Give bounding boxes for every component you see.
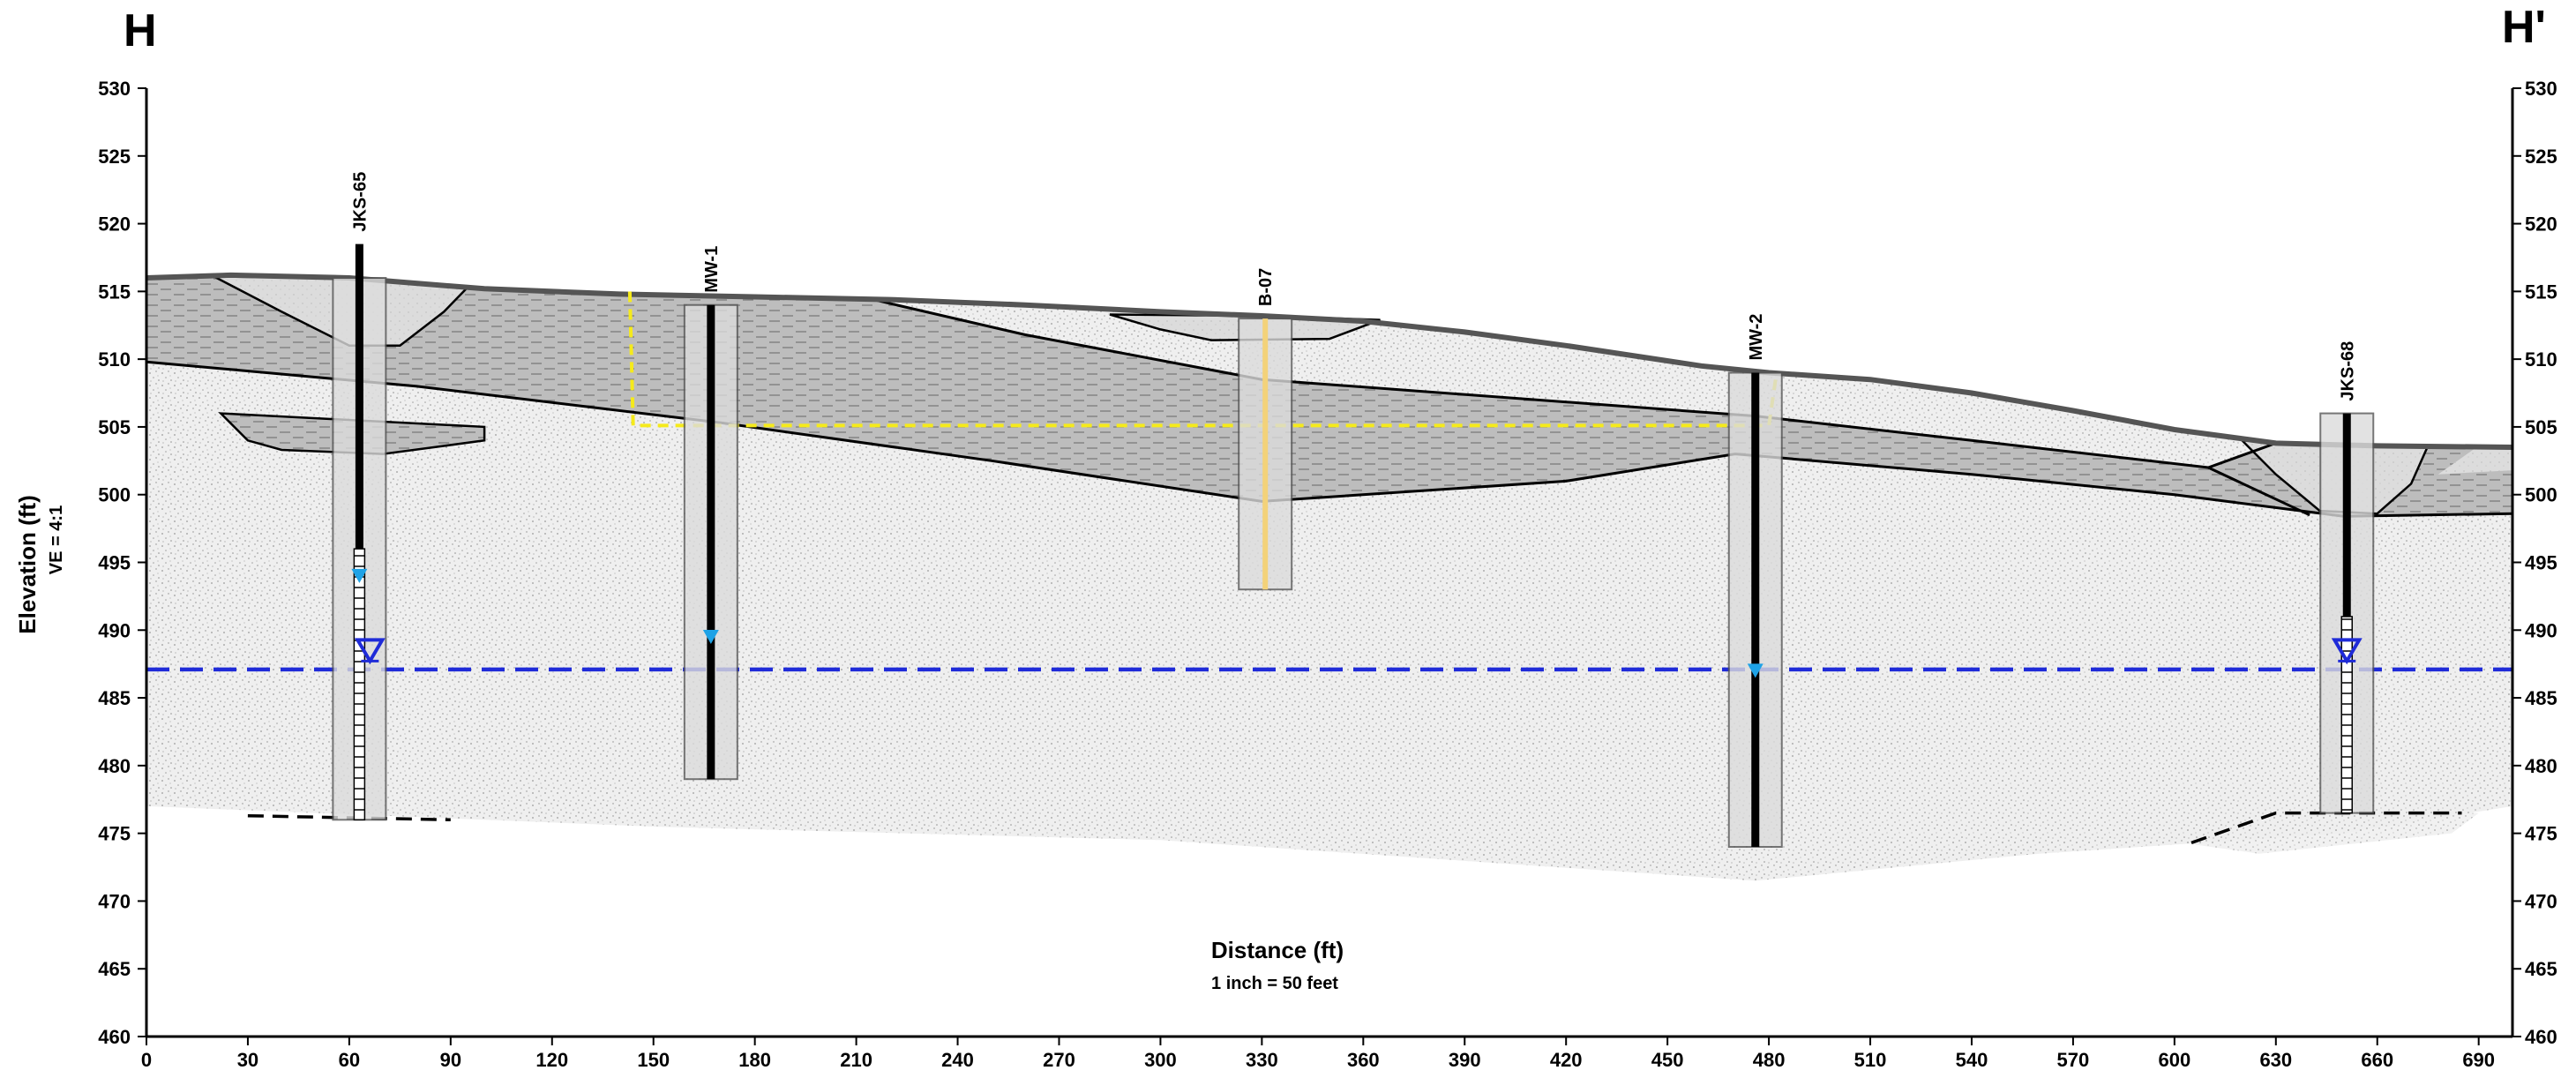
y-tick-label-right: 515	[2525, 281, 2557, 303]
x-tick-label: 90	[440, 1049, 461, 1071]
well-jks-68: JKS-68	[2319, 341, 2375, 814]
well-screen	[2340, 616, 2354, 814]
clay-base-contact	[146, 360, 2513, 518]
water-table-icon	[2331, 638, 2363, 665]
well-label: MW-2	[1747, 314, 1766, 361]
x-tick-label: 450	[1651, 1049, 1684, 1071]
y-tick-label-left: 465	[98, 958, 131, 980]
y-tick-label-left: 460	[98, 1026, 131, 1048]
well-mw-2: MW-2	[1727, 314, 1783, 848]
well-label: B-07	[1256, 268, 1276, 306]
x-tick-label: 270	[1043, 1049, 1075, 1071]
water-level-icon	[1747, 663, 1764, 678]
y-tick-label-left: 495	[98, 552, 131, 574]
scale-label: 1 inch = 50 feet	[1211, 974, 1338, 993]
well-jks-65: JKS-65	[332, 172, 387, 821]
well-screen	[353, 548, 366, 821]
well-b-07: B-07	[1238, 268, 1293, 591]
section-label-right: H'	[2502, 2, 2546, 53]
y-tick-label-right: 495	[2525, 552, 2557, 574]
sand-wedge	[872, 299, 2276, 468]
y-tick-label-right: 470	[2525, 890, 2557, 912]
well-label: JKS-65	[350, 172, 370, 232]
x-tick-label: 150	[637, 1049, 670, 1071]
y-tick-label-left: 525	[98, 146, 131, 168]
well-mw-1: MW-1	[683, 246, 738, 781]
y-axis-title: Elevation (ft)	[14, 495, 41, 633]
well-label: MW-1	[702, 246, 722, 293]
x-tick-label: 240	[941, 1049, 974, 1071]
x-tick-label: 360	[1347, 1049, 1380, 1071]
x-tick-label: 300	[1144, 1049, 1177, 1071]
wedge-contact-end	[2207, 466, 2310, 517]
y-tick-label-left: 490	[98, 619, 131, 641]
y-tick-label-left: 510	[98, 348, 131, 371]
well-label: JKS-68	[2338, 341, 2357, 401]
fill-pocket-edge	[2437, 445, 2512, 475]
x-tick-label: 390	[1449, 1049, 1481, 1071]
water-level-icon	[702, 629, 719, 644]
x-tick-label: 600	[2158, 1049, 2190, 1071]
y-tick-label-right: 520	[2525, 213, 2557, 236]
water-table-icon	[354, 638, 386, 665]
y-tick-label-right: 530	[2525, 78, 2557, 100]
x-tick-label: 660	[2361, 1049, 2393, 1071]
x-tick-label: 630	[2259, 1049, 2292, 1071]
boring-bottom-dashed-right	[2190, 811, 2462, 845]
y-tick-label-left: 515	[98, 281, 131, 303]
y-tick-label-right: 480	[2525, 755, 2557, 777]
x-tick-label: 120	[535, 1049, 568, 1071]
axes: 460 460 465 465 470 470 475 475 480 480 485 485 490 4…	[98, 78, 2557, 1071]
x-tick-label: 420	[1550, 1049, 1583, 1071]
y-tick-label-left: 505	[98, 416, 131, 438]
y-tick-label-right: 475	[2525, 823, 2557, 845]
x-axis-title: Distance (ft)	[1211, 937, 1344, 963]
ground-surface	[146, 272, 2513, 450]
y-tick-label-left: 480	[98, 755, 131, 777]
x-tick-label: 510	[1854, 1049, 1887, 1071]
y-tick-label-right: 490	[2525, 619, 2557, 641]
y-tick-label-left: 520	[98, 213, 131, 236]
x-tick-label: 480	[1753, 1049, 1786, 1071]
y-tick-label-right: 505	[2525, 416, 2557, 438]
y-tick-label-right: 510	[2525, 348, 2557, 371]
y-tick-label-left: 475	[98, 823, 131, 845]
y-tick-label-right: 485	[2525, 687, 2557, 709]
x-tick-label: 0	[141, 1049, 152, 1071]
well-logs: JKS-65 MW-1 B-07 MW-2 JKS-68	[332, 172, 2375, 848]
x-tick-label: 330	[1246, 1049, 1278, 1071]
x-tick-label: 570	[2057, 1049, 2090, 1071]
y-tick-label-right: 525	[2525, 146, 2557, 168]
section-label-left: H	[124, 5, 157, 56]
stratigraphy-layers	[146, 272, 2513, 881]
x-tick-label: 30	[237, 1049, 258, 1071]
x-tick-label: 210	[840, 1049, 872, 1071]
x-tick-label: 60	[339, 1049, 360, 1071]
sand-lens-lower	[2191, 812, 2479, 854]
x-tick-label: 180	[738, 1049, 771, 1071]
y-tick-label-right: 465	[2525, 958, 2557, 980]
y-tick-label-left: 530	[98, 78, 131, 100]
y-tick-label-left: 485	[98, 687, 131, 709]
y-tick-label-right: 500	[2525, 484, 2557, 506]
y-tick-label-right: 460	[2525, 1026, 2557, 1048]
x-tick-label: 540	[1956, 1049, 1988, 1071]
y-tick-label-left: 470	[98, 890, 131, 912]
water-level-icon	[351, 568, 368, 583]
y-tick-label-left: 500	[98, 484, 131, 506]
x-tick-label: 690	[2462, 1049, 2495, 1071]
vertical-exaggeration-label: VE = 4:1	[47, 505, 66, 574]
